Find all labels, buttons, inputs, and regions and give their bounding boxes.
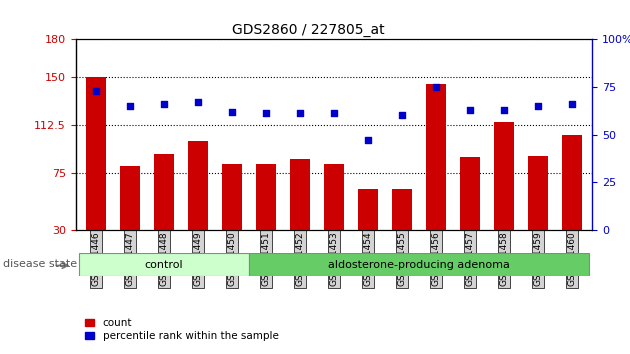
Bar bbox=[222, 164, 242, 268]
Point bbox=[567, 101, 577, 107]
Bar bbox=[426, 84, 446, 268]
Bar bbox=[324, 164, 344, 268]
Text: disease state: disease state bbox=[3, 259, 77, 269]
Bar bbox=[154, 154, 174, 268]
Bar bbox=[561, 135, 582, 268]
Bar bbox=[392, 189, 412, 268]
Bar bbox=[249, 253, 589, 276]
Bar bbox=[527, 156, 548, 268]
Point bbox=[329, 111, 339, 116]
Title: GDS2860 / 227805_at: GDS2860 / 227805_at bbox=[232, 23, 384, 36]
Bar bbox=[120, 166, 140, 268]
Point bbox=[125, 103, 135, 109]
Point bbox=[431, 84, 441, 90]
Point bbox=[261, 111, 271, 116]
Point bbox=[499, 107, 509, 113]
Bar bbox=[86, 77, 106, 268]
Legend: count, percentile rank within the sample: count, percentile rank within the sample bbox=[81, 314, 283, 345]
Bar bbox=[79, 253, 249, 276]
Bar bbox=[290, 159, 310, 268]
Bar bbox=[358, 189, 378, 268]
Bar bbox=[188, 141, 208, 268]
Point bbox=[295, 111, 305, 116]
Point bbox=[227, 109, 237, 114]
Bar bbox=[494, 122, 514, 268]
Point bbox=[159, 101, 169, 107]
Text: control: control bbox=[145, 259, 183, 270]
Point bbox=[193, 99, 203, 105]
Text: aldosterone-producing adenoma: aldosterone-producing adenoma bbox=[328, 259, 510, 270]
Point bbox=[533, 103, 543, 109]
Point bbox=[363, 137, 373, 143]
Point bbox=[91, 88, 101, 93]
Point bbox=[397, 113, 407, 118]
Bar bbox=[460, 158, 480, 268]
Point bbox=[465, 107, 475, 113]
Bar bbox=[256, 164, 276, 268]
